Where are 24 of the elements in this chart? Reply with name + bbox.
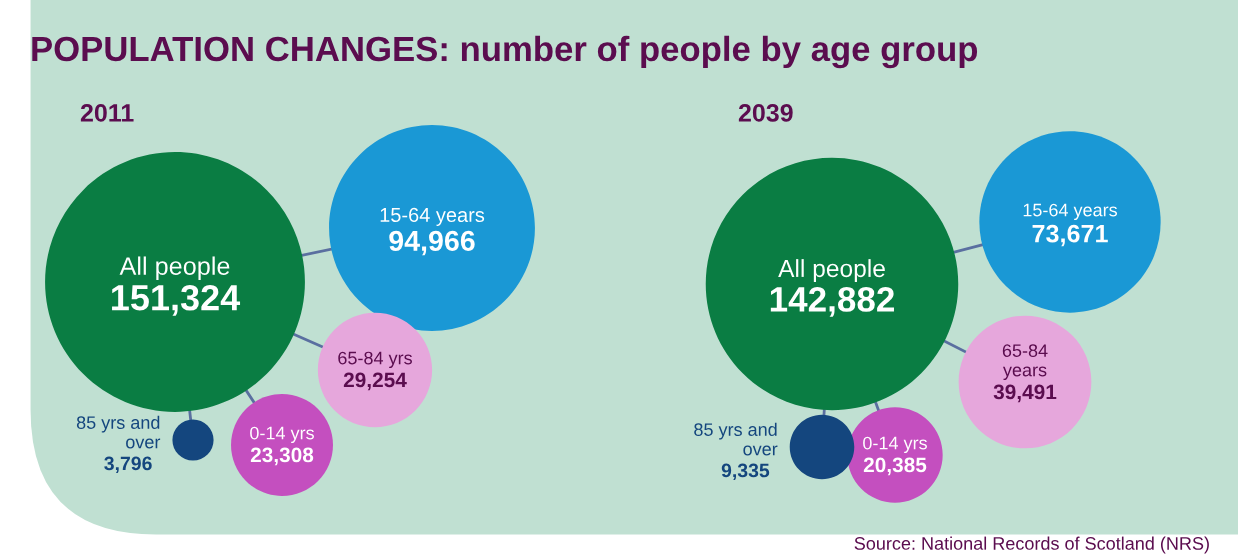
- category-label: All people: [778, 259, 885, 282]
- text: 2011: [80, 104, 134, 122]
- data-label: 3,796: [104, 456, 152, 474]
- data-label: 142,882: [770, 286, 894, 317]
- category-label: 85 yrs and over: [694, 422, 778, 456]
- category-label: 85 yrs and over: [76, 415, 161, 449]
- data-label: 94,966: [389, 230, 475, 256]
- category-label: 65-84 years: [1002, 344, 1048, 380]
- text: POPULATION CHANGES: number of people by age group: [32, 35, 978, 69]
- category-label: 15-64 years: [380, 207, 485, 226]
- category-label: 65-84 yrs: [338, 351, 412, 368]
- data-label: 73,671: [1032, 224, 1108, 247]
- data-label: 29,254: [343, 372, 407, 391]
- category-label: 0-14 yrs: [863, 436, 927, 453]
- source-note: Source: National Records of Scotland (NRS): [854, 536, 1209, 554]
- data-label: 151,324: [112, 284, 241, 316]
- category-label: 15-64 years: [1023, 203, 1118, 220]
- data-label: 39,491: [993, 384, 1057, 403]
- data-label: 9,335: [721, 463, 770, 481]
- category-label: 0-14 yrs: [250, 426, 314, 443]
- category-label: All people: [119, 256, 230, 280]
- data-label: 20,385: [863, 457, 927, 476]
- text: 2039: [738, 104, 793, 122]
- data-label: 23,308: [250, 447, 314, 466]
